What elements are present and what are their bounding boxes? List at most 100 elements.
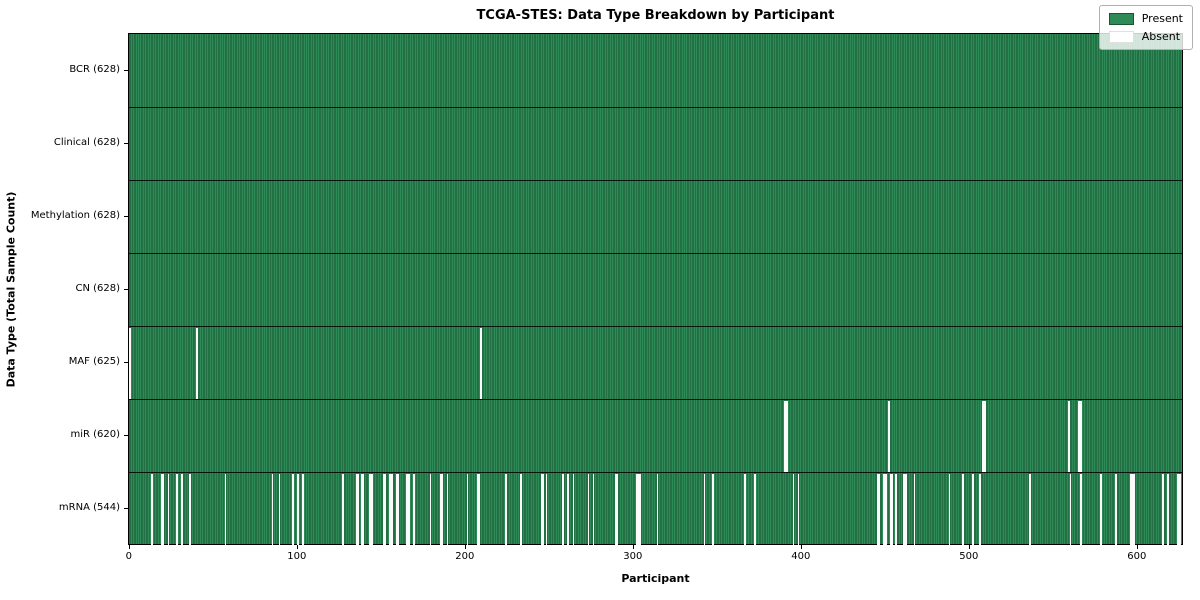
absent-stripe — [984, 400, 986, 472]
x-tick-label: 400 — [791, 551, 811, 562]
absent-stripe — [1069, 473, 1072, 545]
x-tick-mark — [968, 545, 970, 549]
x-tick-label: 200 — [455, 551, 475, 562]
absent-stripe — [587, 473, 590, 545]
y-tick-mark — [124, 69, 128, 71]
absent-stripe — [1078, 400, 1080, 472]
x-tick-label: 500 — [959, 551, 979, 562]
absent-stripe — [382, 473, 385, 545]
y-tick-mark — [124, 362, 128, 364]
x-tick-mark — [1136, 545, 1138, 549]
absent-stripe — [905, 473, 907, 545]
y-tick-label: MAF (625) — [68, 356, 120, 368]
absent-stripe — [614, 473, 617, 545]
y-tick-label: miR (620) — [70, 429, 120, 441]
absent-stripe — [278, 473, 281, 545]
absent-stripe — [1133, 473, 1136, 545]
absent-stripe — [391, 473, 393, 545]
absent-stripe — [1130, 473, 1132, 545]
absent-stripe — [592, 473, 595, 545]
absent-stripe — [711, 473, 714, 545]
absent-stripe — [520, 473, 523, 545]
x-tick-mark — [296, 545, 298, 549]
y-tick-label: Clinical (628) — [53, 136, 120, 148]
y-tick-label: BCR (628) — [69, 63, 120, 75]
row-divider — [129, 472, 1182, 474]
absent-stripe — [1079, 400, 1082, 472]
absent-stripe — [890, 473, 892, 545]
absent-stripe — [196, 327, 198, 399]
absent-stripe — [291, 473, 294, 545]
x-tick-mark — [632, 545, 634, 549]
absent-stripe — [572, 473, 575, 545]
absent-stripe — [271, 473, 274, 545]
chart-title: TCGA-STES: Data Type Breakdown by Partic… — [476, 8, 835, 23]
absent-stripe — [891, 473, 894, 545]
absent-stripe — [540, 473, 543, 545]
absent-stripe — [542, 473, 544, 545]
absent-stripe — [362, 473, 365, 545]
absent-stripe — [412, 473, 415, 545]
absent-stripe — [895, 473, 897, 545]
absent-stripe — [1068, 400, 1070, 472]
absent-stripe — [545, 473, 548, 545]
row-divider — [129, 399, 1182, 401]
y-tick-label: mRNA (544) — [58, 502, 120, 514]
absent-stripe — [384, 473, 387, 545]
y-tick-mark — [124, 215, 128, 217]
absent-stripe — [636, 473, 639, 545]
absent-stripe — [176, 473, 178, 545]
absent-stripe — [562, 473, 565, 545]
absent-stripe — [296, 473, 299, 545]
row-divider — [129, 326, 1182, 328]
plot-area — [128, 33, 1183, 545]
absent-stripe — [342, 473, 345, 545]
absent-swatch-icon — [1108, 30, 1134, 43]
absent-stripe — [1162, 473, 1164, 545]
absent-stripe — [982, 400, 985, 472]
absent-stripe — [480, 327, 482, 399]
absent-stripe — [302, 473, 304, 545]
absent-stripe — [1178, 473, 1181, 545]
y-tick-label: Methylation (628) — [30, 209, 120, 221]
absent-stripe — [1115, 473, 1117, 545]
present-swatch-icon — [1108, 12, 1134, 25]
absent-stripe — [616, 473, 618, 545]
absent-stripe — [357, 473, 360, 545]
absent-stripe — [396, 473, 398, 545]
absent-stripe — [370, 473, 373, 545]
absent-stripe — [784, 400, 786, 472]
absent-stripe — [439, 473, 442, 545]
x-axis-label: Participant — [621, 572, 690, 585]
absent-stripe — [888, 400, 891, 472]
y-tick-mark — [124, 508, 128, 510]
y-tick-label: CN (628) — [75, 283, 120, 294]
absent-stripe — [466, 473, 469, 545]
x-tick-label: 300 — [623, 551, 643, 562]
y-axis-label: Data Type (Total Sample Count) — [4, 191, 18, 388]
x-tick-mark — [464, 545, 466, 549]
absent-stripe — [129, 327, 131, 399]
absent-stripe — [150, 473, 153, 545]
x-tick-label: 100 — [287, 551, 307, 562]
absent-stripe — [476, 473, 479, 545]
absent-stripe — [162, 473, 165, 545]
absent-stripe — [883, 473, 885, 545]
absent-stripe — [407, 473, 410, 545]
x-tick-label: 0 — [125, 551, 133, 562]
absent-stripe — [406, 473, 408, 545]
absent-stripe — [743, 473, 746, 545]
absent-stripe — [181, 473, 183, 545]
absent-stripe — [972, 473, 974, 545]
absent-stripe — [355, 473, 358, 545]
absent-stripe — [785, 400, 788, 472]
absent-stripe — [1131, 473, 1134, 545]
absent-stripe — [505, 473, 507, 545]
absent-stripe — [389, 473, 392, 545]
legend: Present Absent — [1098, 5, 1193, 50]
absent-stripe — [567, 473, 570, 545]
absent-stripe — [656, 473, 659, 545]
y-tick-mark — [124, 435, 128, 437]
absent-stripe — [478, 473, 481, 545]
absent-stripe — [224, 473, 227, 545]
